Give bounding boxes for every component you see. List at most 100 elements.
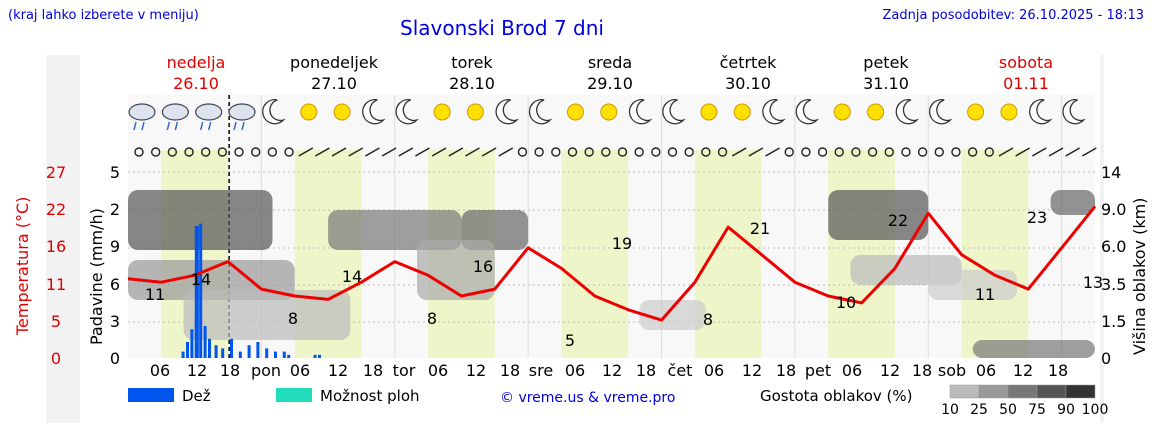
calm-wind-icon bbox=[651, 147, 661, 157]
temperature-tick: 11 bbox=[46, 275, 66, 294]
x-tick-label: 18 bbox=[776, 361, 796, 380]
chart-title: Slavonski Brod 7 dni bbox=[400, 16, 604, 40]
rain-bar bbox=[265, 348, 269, 358]
calm-wind-icon bbox=[784, 147, 794, 157]
x-tick-label: 18 bbox=[500, 361, 520, 380]
sun-icon bbox=[466, 103, 484, 121]
location-hint[interactable]: (kraj lahko izberete v meniju) bbox=[8, 8, 199, 23]
calm-wind-icon bbox=[601, 147, 611, 157]
day-date: 27.10 bbox=[311, 74, 357, 93]
cloud-density-label: Gostota oblakov (%) bbox=[760, 387, 913, 405]
density-tick: 90 bbox=[1057, 402, 1075, 418]
x-tick-label: 18 bbox=[220, 361, 240, 380]
calm-wind-icon bbox=[884, 147, 894, 157]
calm-wind-icon bbox=[701, 147, 711, 157]
moon-icon bbox=[762, 99, 786, 125]
rain-bar bbox=[313, 354, 317, 358]
wind-barb-icon bbox=[348, 147, 364, 157]
x-tick-label: 18 bbox=[912, 361, 932, 380]
day-name: sobota bbox=[999, 53, 1053, 72]
calm-wind-icon bbox=[184, 147, 194, 157]
calm-wind-icon bbox=[667, 147, 678, 157]
temperature-tick: 22 bbox=[46, 200, 66, 219]
precip-tick: 5 bbox=[110, 163, 120, 182]
sun-icon bbox=[700, 103, 718, 121]
temperature-label: 5 bbox=[565, 331, 575, 350]
x-tick-label: 12 bbox=[1013, 361, 1033, 380]
temperature-label: 21 bbox=[750, 219, 770, 238]
cloud-height-tick: 1.5 bbox=[1101, 312, 1126, 331]
cloud-cover bbox=[639, 300, 706, 330]
sun-icon bbox=[300, 103, 318, 121]
sun-icon bbox=[833, 103, 851, 121]
rain-bar bbox=[256, 342, 260, 358]
calm-wind-icon bbox=[951, 147, 961, 157]
rain-bar bbox=[181, 351, 185, 358]
temperature-label: 16 bbox=[473, 257, 493, 276]
wind-barb-icon bbox=[1065, 147, 1081, 157]
density-swatch bbox=[1065, 384, 1096, 399]
rain-bar bbox=[221, 348, 225, 358]
calm-wind-icon bbox=[851, 147, 861, 157]
temperature-label: 8 bbox=[427, 309, 437, 328]
temperature-labels: 11 14 8 14 8 16 5 19 8 21 10 22 11 23 13 bbox=[145, 208, 1103, 350]
wind-barb-icon bbox=[415, 147, 430, 157]
calm-wind-icon bbox=[534, 147, 544, 157]
wind-barb-icon bbox=[731, 147, 747, 157]
calm-wind-icon bbox=[551, 147, 561, 157]
rain-bar bbox=[194, 226, 199, 358]
cloud-cover bbox=[928, 270, 1018, 300]
wind-barb-icon bbox=[465, 147, 480, 157]
calm-wind-icon bbox=[917, 147, 928, 157]
temperature-label: 14 bbox=[191, 270, 211, 289]
wind-barb-icon bbox=[1048, 147, 1064, 157]
wind-barb-icon bbox=[498, 147, 514, 157]
moon-icon bbox=[795, 99, 820, 125]
left-panel bbox=[46, 55, 80, 423]
calm-wind-icon bbox=[901, 147, 911, 157]
rain-bar bbox=[199, 223, 203, 358]
temperature-tick: 16 bbox=[46, 237, 66, 256]
x-tick-label: pet bbox=[805, 361, 831, 380]
moon-icon bbox=[895, 99, 920, 125]
cloud-rain-icon bbox=[228, 103, 256, 131]
density-swatch bbox=[1007, 384, 1038, 399]
cloud-cover bbox=[828, 190, 929, 240]
sun-icon bbox=[333, 103, 351, 121]
daytime-band bbox=[694, 150, 762, 358]
calm-wind-icon bbox=[834, 147, 844, 157]
day-date: 30.10 bbox=[725, 74, 771, 93]
x-tick-label: 12 bbox=[466, 361, 486, 380]
day-name: torek bbox=[451, 53, 493, 72]
credit-link[interactable]: © vreme.us & vreme.pro bbox=[500, 390, 675, 406]
wind-barb-icon bbox=[748, 147, 764, 157]
precip-tick: 2 bbox=[110, 200, 120, 219]
day-date: 29.10 bbox=[587, 74, 633, 93]
x-tick-label: 12 bbox=[742, 361, 762, 380]
moon-icon bbox=[1062, 99, 1086, 125]
left-axis-ticks: 27 22 16 11 5 0 5 2 9 6 3 0 bbox=[46, 163, 120, 368]
x-tick-label: 06 bbox=[842, 361, 862, 380]
cloud-cover bbox=[128, 190, 273, 250]
wind-barb-icon bbox=[765, 147, 780, 157]
cloud-height-tick: 6.0 bbox=[1101, 237, 1126, 256]
day-date: 26.10 bbox=[173, 74, 219, 93]
cloud-cover bbox=[1050, 190, 1095, 215]
day-date: 28.10 bbox=[449, 74, 495, 93]
temperature-label: 19 bbox=[612, 234, 632, 253]
cloud-height-tick: 9.0 bbox=[1101, 200, 1126, 219]
temperature-tick: 27 bbox=[46, 163, 66, 182]
last-update: Zadnja posodobitev: 26.10.2025 - 18:13 bbox=[882, 8, 1144, 23]
right-axis-ticks: 14 9.0 6.0 3.5 1.5 0 bbox=[1101, 163, 1126, 368]
temperature-label: 23 bbox=[1027, 208, 1047, 227]
calm-wind-icon bbox=[617, 147, 628, 157]
daytime-band bbox=[561, 150, 629, 358]
cloud-height-tick: 3.5 bbox=[1101, 275, 1126, 294]
wind-barb-icon bbox=[381, 147, 397, 157]
rain-bar bbox=[318, 354, 321, 358]
storm-legend-label: Možnost ploh bbox=[320, 387, 420, 405]
cloud-cover bbox=[972, 340, 1095, 358]
x-tick-label: 18 bbox=[636, 361, 656, 380]
calm-wind-icon bbox=[984, 147, 994, 157]
